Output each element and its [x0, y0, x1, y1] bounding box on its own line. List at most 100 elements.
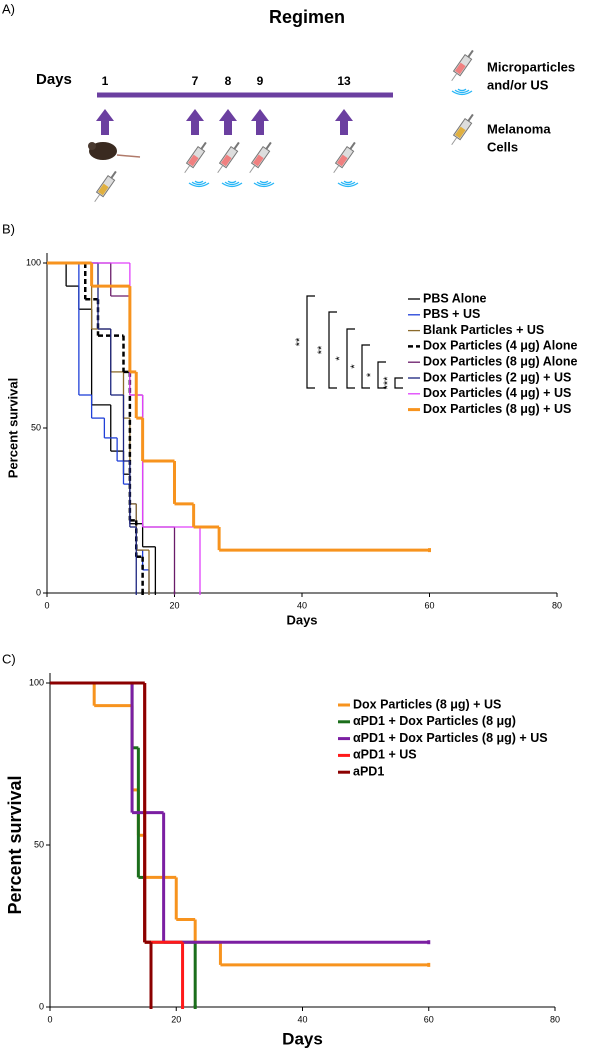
- syringe-plunger: [110, 170, 117, 179]
- syringe-liquid: [336, 154, 348, 167]
- ultrasound-wave: [224, 181, 240, 186]
- syringe-needle: [451, 73, 458, 82]
- legend-label: Dox Particles (8 μg) + US: [353, 697, 501, 711]
- significance-label: **: [316, 345, 328, 354]
- significance-label: *: [334, 356, 346, 361]
- x-axis-title: Days: [286, 612, 317, 627]
- legend-syringe: [451, 113, 474, 146]
- syringe-plunger: [349, 141, 356, 150]
- legend-syringe: [451, 49, 474, 82]
- significance-bracket: [394, 377, 403, 389]
- x-tick-label: 20: [171, 1014, 181, 1024]
- syringe-needle: [217, 165, 224, 174]
- day-number: 8: [225, 74, 232, 88]
- legend-label: Dox Particles (4 μg) + US: [423, 386, 571, 400]
- y-tick-label: 50: [34, 839, 44, 849]
- x-axis-title: Days: [282, 1029, 323, 1048]
- legend-label: PBS Alone: [423, 291, 486, 305]
- y-tick-label: 0: [36, 587, 41, 597]
- arrow: [186, 109, 204, 135]
- day-number: 9: [257, 74, 264, 88]
- arrow: [335, 109, 353, 135]
- syringe-liquid: [97, 183, 109, 196]
- arrow: [219, 109, 237, 135]
- syringe-melanoma: [94, 170, 117, 203]
- x-tick-label: 60: [424, 600, 434, 610]
- syringe-liquid: [187, 154, 199, 167]
- syringe-microparticles: [217, 141, 240, 174]
- significance-bracket: [306, 295, 315, 389]
- ultrasound-wave: [256, 181, 272, 186]
- y-axis-title: Percent survival: [5, 378, 20, 478]
- significance-label: *: [365, 372, 377, 377]
- ultrasound-wave: [340, 181, 356, 186]
- significance-label: ***: [382, 376, 394, 390]
- syringe-plunger: [467, 113, 474, 122]
- syringe-plunger: [467, 49, 474, 58]
- panel-label: A): [2, 1, 15, 16]
- syringe-microparticles: [333, 141, 356, 174]
- ultrasound-wave: [343, 180, 353, 184]
- ultrasound-wave: [221, 182, 243, 188]
- ultrasound-wave: [227, 180, 237, 184]
- day-number: 13: [337, 74, 351, 88]
- legend-label: Dox Particles (2 μg) + US: [423, 370, 571, 384]
- ultrasound-wave: [337, 182, 359, 188]
- legend-label: Dox Particles (8 μg) Alone: [423, 354, 577, 368]
- syringe-needle: [94, 194, 101, 203]
- x-tick-label: 40: [297, 600, 307, 610]
- mouse-icon: [88, 142, 141, 160]
- legend-text: Cells: [487, 139, 518, 154]
- legend-label: Dox Particles (8 μg) + US: [423, 402, 571, 416]
- x-tick-label: 0: [44, 600, 49, 610]
- ultrasound-wave: [253, 182, 275, 188]
- legend-text: Melanoma: [487, 121, 551, 136]
- x-tick-label: 20: [169, 600, 179, 610]
- syringe-microparticles: [249, 141, 272, 174]
- significance-bracket: [361, 344, 370, 389]
- days-label: Days: [36, 71, 72, 88]
- ultrasound-wave: [451, 90, 473, 96]
- regimen-title: Regimen: [269, 7, 345, 27]
- significance-bracket: [328, 311, 337, 389]
- syringe-plunger: [233, 141, 240, 150]
- syringe-needle: [451, 137, 458, 146]
- syringe-needle: [333, 165, 340, 174]
- syringe-liquid: [220, 154, 232, 167]
- syringe-liquid: [454, 62, 466, 75]
- ultrasound-wave: [454, 89, 470, 94]
- significance-bracket: [346, 328, 355, 389]
- legend-text: and/or US: [487, 77, 549, 92]
- arrow: [251, 109, 269, 135]
- legend-label: Dox Particles (4 μg) Alone: [423, 339, 577, 353]
- y-tick-label: 100: [26, 257, 41, 267]
- y-tick-label: 100: [29, 677, 44, 687]
- x-tick-label: 0: [47, 1014, 52, 1024]
- panel-label: C): [2, 651, 16, 666]
- y-axis-title: Percent survival: [5, 775, 25, 914]
- x-tick-label: 80: [550, 1014, 560, 1024]
- ultrasound-wave: [191, 181, 207, 186]
- legend-label: αPD1 + Dox Particles (8 μg) + US: [353, 731, 548, 745]
- significance-label: *: [349, 364, 361, 369]
- panel-label: B): [2, 221, 15, 236]
- legend-text: Microparticles: [487, 59, 575, 74]
- y-tick-label: 50: [31, 422, 41, 432]
- ultrasound-wave: [194, 180, 204, 184]
- x-tick-label: 40: [297, 1014, 307, 1024]
- x-tick-label: 80: [552, 600, 562, 610]
- x-tick-label: 60: [424, 1014, 434, 1024]
- ultrasound-wave: [188, 182, 210, 188]
- arrow: [96, 109, 114, 135]
- syringe-liquid: [252, 154, 264, 167]
- ultrasound-wave: [457, 88, 467, 92]
- legend-label: aPD1: [353, 764, 384, 778]
- syringe-microparticles: [184, 141, 207, 174]
- ultrasound-wave: [259, 180, 269, 184]
- syringe-plunger: [200, 141, 207, 150]
- significance-label: **: [294, 337, 306, 346]
- legend-label: αPD1 + Dox Particles (8 μg): [353, 714, 516, 728]
- day-number: 1: [102, 74, 109, 88]
- legend-label: PBS + US: [423, 307, 480, 321]
